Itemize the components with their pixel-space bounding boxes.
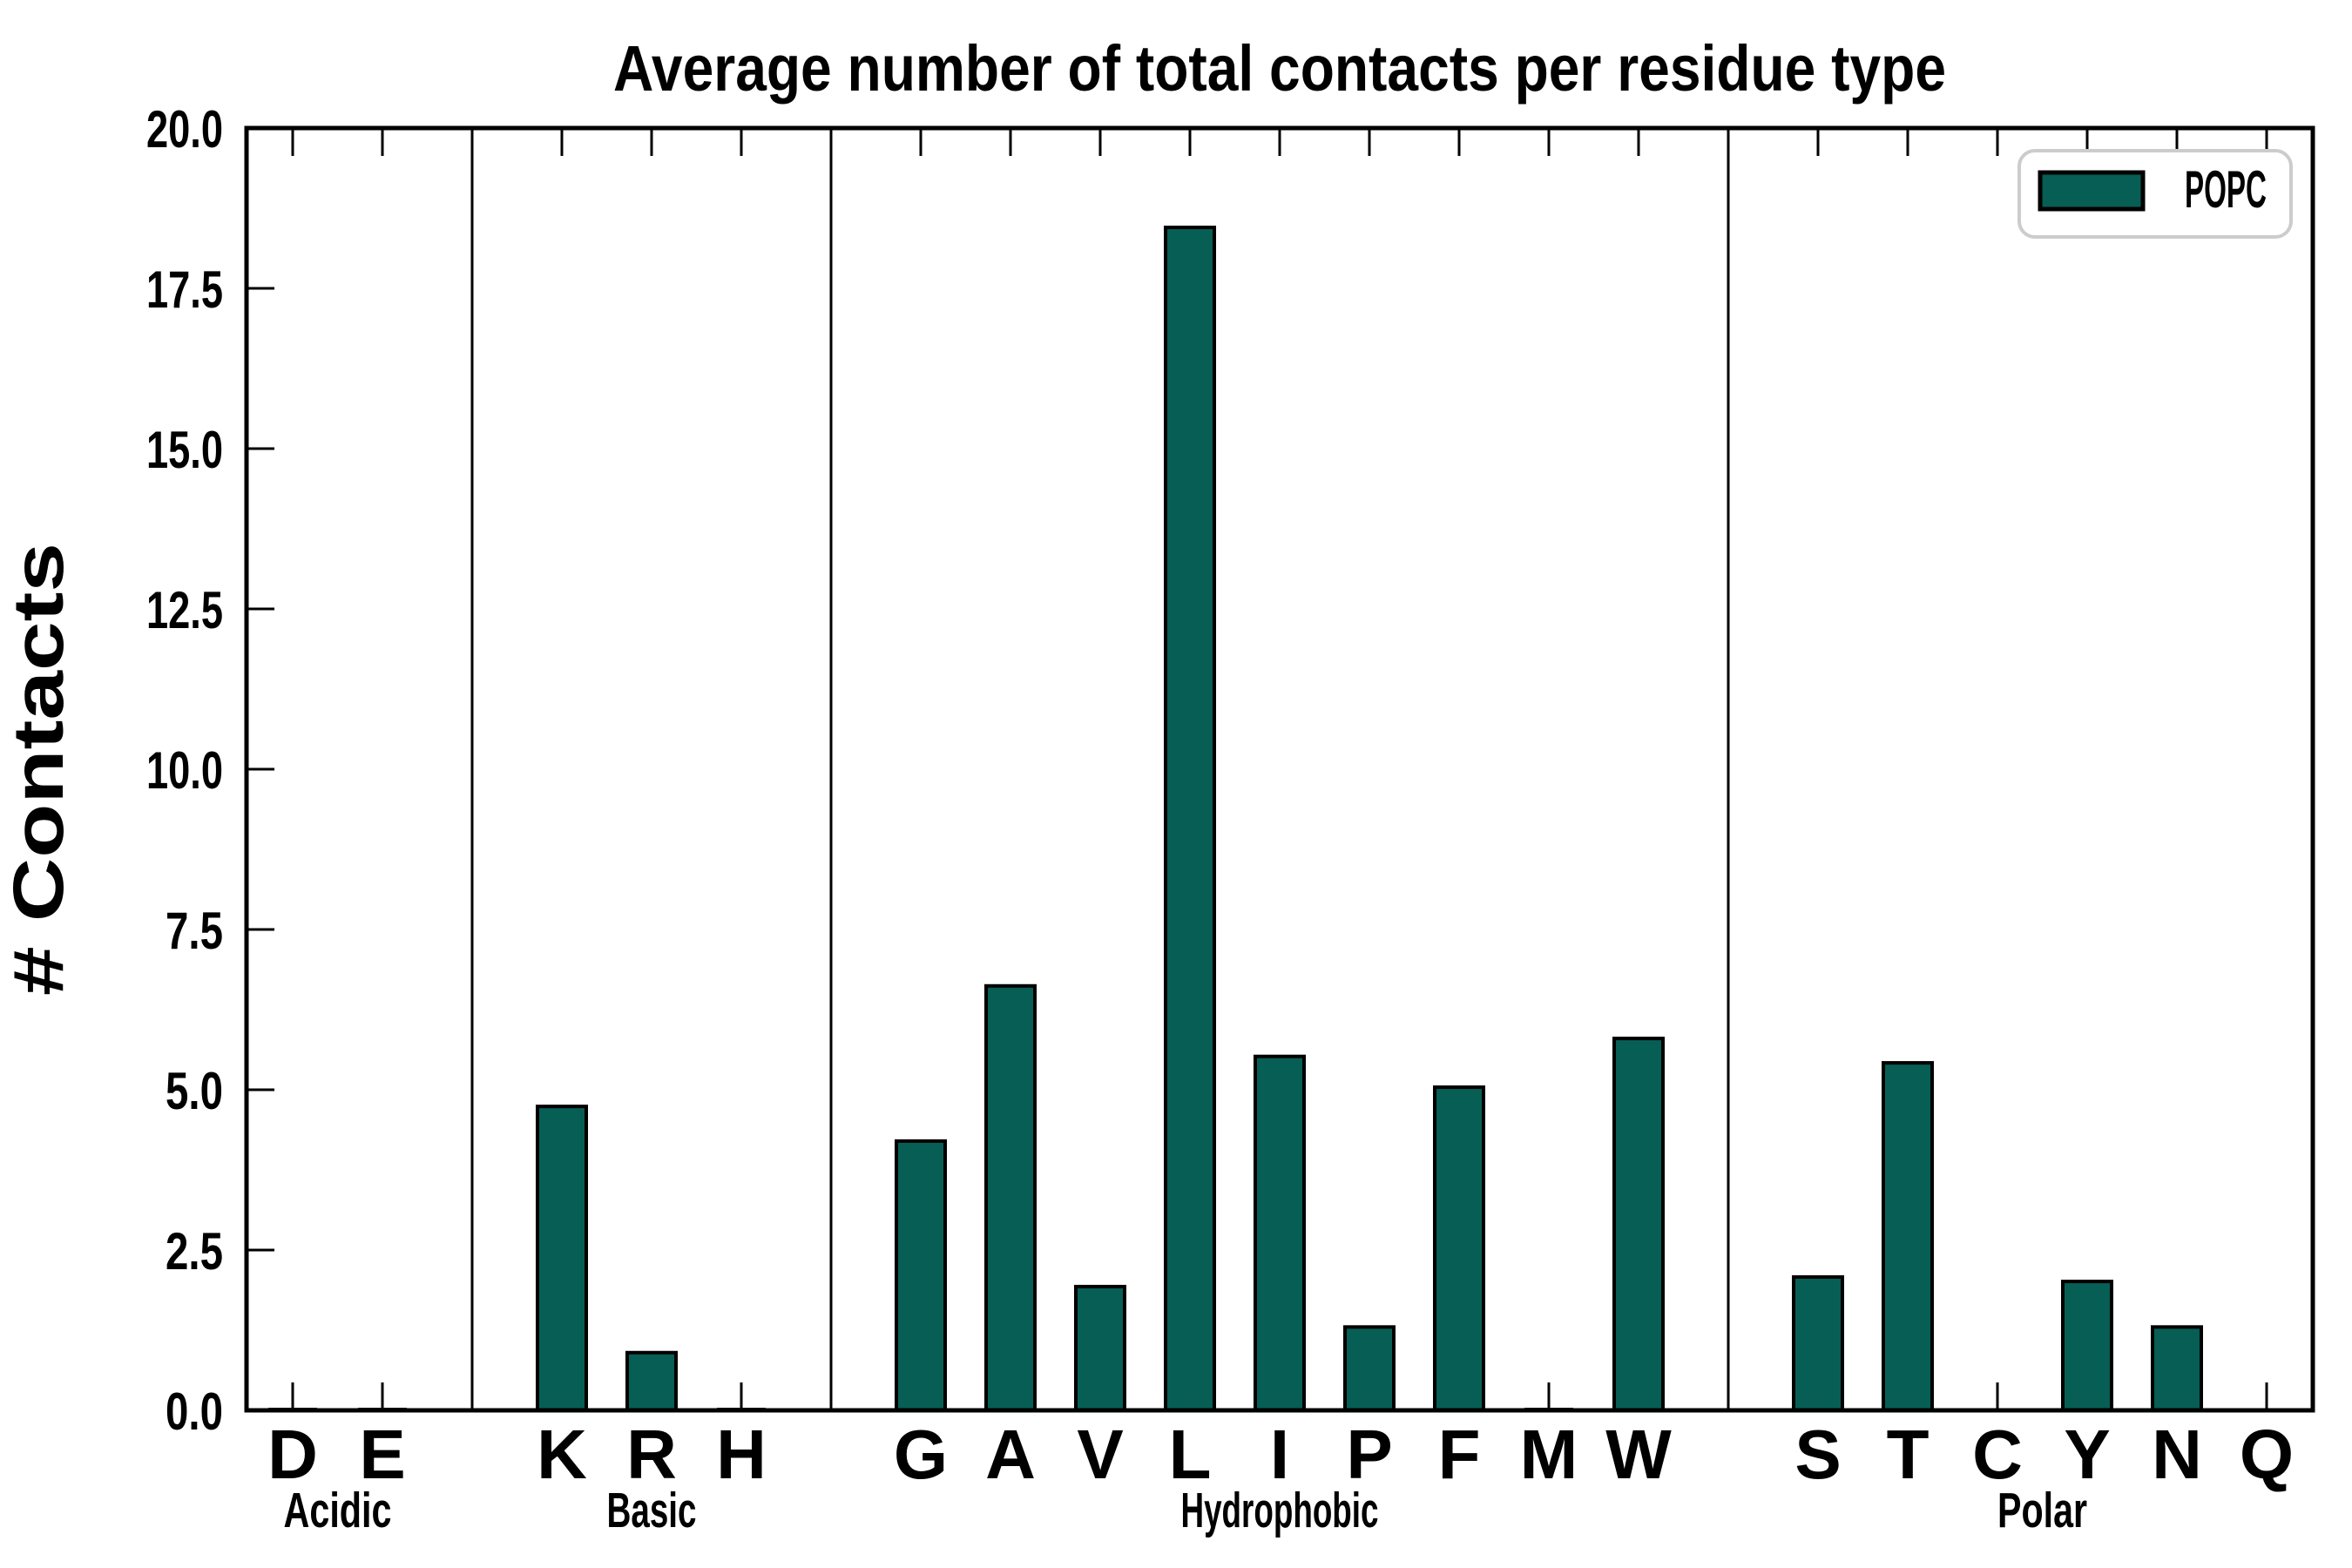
x-label-G: G	[894, 1416, 948, 1493]
bar-S	[1792, 1274, 1844, 1412]
bar-F	[1433, 1085, 1485, 1413]
x-label-D: D	[267, 1416, 318, 1493]
x-label-V: V	[1077, 1416, 1123, 1493]
x-label-P: P	[1346, 1416, 1392, 1493]
x-label-I: I	[1270, 1416, 1289, 1493]
x-label-A: A	[985, 1416, 1036, 1493]
x-label-S: S	[1794, 1416, 1841, 1493]
chart-title: Average number of total contacts per res…	[613, 32, 1946, 105]
y-tick-label-7.5: 7.5	[166, 902, 223, 960]
bar-W	[1612, 1037, 1665, 1412]
x-label-R: R	[626, 1416, 677, 1493]
y-tick-label-12.5: 12.5	[146, 581, 223, 639]
bar-N	[2151, 1325, 2203, 1412]
bar-A	[984, 983, 1037, 1412]
x-label-H: H	[716, 1416, 767, 1493]
y-tick-label-5.0: 5.0	[166, 1062, 223, 1120]
y-tick-label-2.5: 2.5	[166, 1222, 223, 1281]
x-label-F: F	[1438, 1416, 1481, 1493]
x-label-E: E	[359, 1416, 405, 1493]
x-label-M: M	[1520, 1416, 1578, 1493]
legend-label-popc: POPC	[2185, 160, 2267, 219]
plot-content: 0.0 2.5 5.0 7.5 10.0 12.5 15.0 17.5 20.0 D EAcidic…	[146, 100, 2294, 1538]
group-label-polar: Polar	[1997, 1483, 2087, 1538]
y-tick-label-17.5: 17.5	[146, 260, 223, 319]
x-label-W: W	[1605, 1416, 1672, 1493]
group-label-basic: Basic	[607, 1483, 697, 1538]
y-axis-label: # Contacts	[0, 543, 78, 996]
x-label-C: C	[1972, 1416, 2023, 1493]
y-tick-label-15.0: 15.0	[146, 421, 223, 479]
bar-G	[895, 1139, 947, 1412]
x-label-K: K	[537, 1416, 587, 1493]
group-label-acidic: Acidic	[284, 1483, 392, 1538]
plot-frame	[244, 125, 2315, 1413]
legend-swatch-popc	[2038, 170, 2146, 212]
bar-T	[1882, 1061, 1934, 1412]
legend: POPC	[2017, 149, 2293, 239]
x-label-N: N	[2152, 1416, 2202, 1493]
bar-K	[536, 1105, 588, 1412]
y-tick-label-20.0: 20.0	[146, 100, 223, 159]
group-label-hydrophobic: Hydrophobic	[1181, 1483, 1379, 1538]
bar-I	[1254, 1054, 1306, 1413]
bar-L	[1164, 226, 1216, 1413]
x-label-L: L	[1169, 1416, 1212, 1493]
bar-Y	[2061, 1280, 2113, 1412]
x-label-T: T	[1887, 1416, 1930, 1493]
x-label-Y: Y	[2064, 1416, 2110, 1493]
x-label-Q: Q	[2240, 1416, 2294, 1493]
bar-R	[625, 1350, 678, 1413]
y-tick-label-0.0: 0.0	[166, 1382, 223, 1441]
y-tick-label-10.0: 10.0	[146, 741, 223, 800]
bar-V	[1074, 1284, 1126, 1413]
bar-P	[1343, 1325, 1396, 1412]
